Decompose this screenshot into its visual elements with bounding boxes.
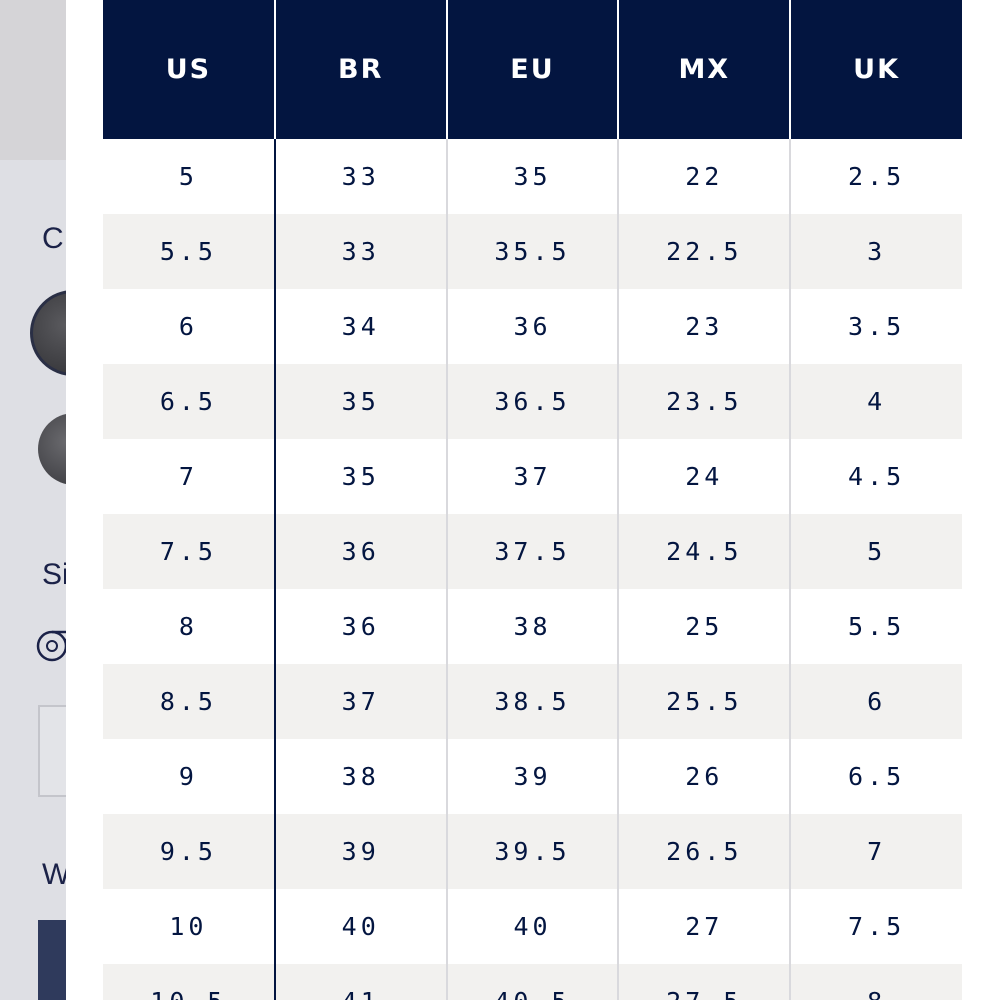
table-cell-eu: 36 xyxy=(446,289,620,364)
table-cell-uk: 4.5 xyxy=(848,462,906,491)
table-cell-eu: 37 xyxy=(446,439,620,514)
table-row: 7 35 37 24 4.5 xyxy=(103,439,962,514)
table-cell-mx: 24 xyxy=(618,439,792,514)
table-cell-us: 7 xyxy=(103,439,276,514)
table-row: 10 40 40 27 7.5 xyxy=(103,889,962,964)
column-header-uk: UK xyxy=(790,0,962,139)
table-cell-br: 40 xyxy=(274,889,448,964)
table-cell-eu: 39 xyxy=(446,739,620,814)
table-row: 8.5 37 38.5 25.5 6 xyxy=(103,664,962,739)
background-color-label: C xyxy=(42,222,64,255)
table-cell-us: 5 xyxy=(103,139,276,214)
table-cell-mx: 22 xyxy=(618,139,792,214)
background-size-label: Si xyxy=(42,558,69,591)
table-row: 10.54140.527.58 xyxy=(103,964,962,1000)
table-cell-mx: 23.5 xyxy=(618,364,792,439)
table-cell-br: 36 xyxy=(274,514,448,589)
table-cell-uk: 2.5 xyxy=(848,162,906,191)
table-cell-us: 10.5 xyxy=(103,964,276,1000)
table-cell-mx: 25.5 xyxy=(618,664,792,739)
table-cell-us: 6 xyxy=(103,289,276,364)
table-cell-us: 6.5 xyxy=(103,364,276,439)
table-cell-uk: 5 xyxy=(790,514,962,589)
table-cell-br: 37 xyxy=(274,664,448,739)
table-cell-uk: 6 xyxy=(790,664,962,739)
table-row: 9.5 39 39.5 26.5 7 xyxy=(103,814,962,889)
table-cell-uk: 8 xyxy=(790,964,962,1000)
table-cell-br: 33 xyxy=(274,214,448,289)
column-header-eu: EU xyxy=(446,0,620,139)
table-row: 5.5 33 35.5 22.5 3 xyxy=(103,214,962,289)
table-cell-br: 39 xyxy=(274,814,448,889)
table-cell-eu: 35.5 xyxy=(446,214,620,289)
column-header-br: BR xyxy=(274,0,448,139)
table-cell-mx: 24.5 xyxy=(618,514,792,589)
table-cell-mx: 22.5 xyxy=(618,214,792,289)
table-row: 6 34 36 23 3.5 xyxy=(103,289,962,364)
table-cell-br: 35 xyxy=(274,364,448,439)
table-cell-mx: 26.5 xyxy=(618,814,792,889)
table-cell-us: 9.5 xyxy=(103,814,276,889)
table-cell-mx: 26 xyxy=(618,739,792,814)
table-cell-uk: 4 xyxy=(790,364,962,439)
table-cell-uk: 3.5 xyxy=(848,312,906,341)
column-header-mx: MX xyxy=(618,0,792,139)
table-row: 8 36 38 25 5.5 xyxy=(103,589,962,664)
table-header-row: US BR EU MX UK xyxy=(103,0,962,139)
table-cell-eu: 39.5 xyxy=(446,814,620,889)
table-cell-uk: 3 xyxy=(790,214,962,289)
table-cell-mx: 27.5 xyxy=(618,964,792,1000)
background-width-label: W xyxy=(42,858,71,891)
table-cell-br: 38 xyxy=(274,739,448,814)
table-cell-eu: 37.5 xyxy=(446,514,620,589)
table-cell-mx: 25 xyxy=(618,589,792,664)
table-cell-us: 5.5 xyxy=(103,214,276,289)
size-conversion-table: US BR EU MX UK 5 33 35 22 2.5 5.5 33 35.5 22.5 3 6… xyxy=(103,0,962,1000)
table-cell-br: 35 xyxy=(274,439,448,514)
size-chart-modal: US BR EU MX UK 5 33 35 22 2.5 5.5 33 35.5 22.5 3 6… xyxy=(66,0,1000,1000)
table-cell-br: 41 xyxy=(274,964,448,1000)
table-cell-uk: 5.5 xyxy=(848,612,906,641)
table-cell-us: 10 xyxy=(103,889,276,964)
table-row: 6.5 35 36.5 23.5 4 xyxy=(103,364,962,439)
table-cell-br: 34 xyxy=(274,289,448,364)
table-body: 5 33 35 22 2.5 5.5 33 35.5 22.5 3 6 34 36 23 3.5 6.5 35 3… xyxy=(103,139,962,1000)
table-cell-us: 8 xyxy=(103,589,276,664)
table-cell-br: 36 xyxy=(274,589,448,664)
table-cell-eu: 38 xyxy=(446,589,620,664)
table-cell-mx: 27 xyxy=(618,889,792,964)
table-cell-eu: 40.5 xyxy=(446,964,620,1000)
table-cell-uk: 6.5 xyxy=(848,762,906,791)
table-cell-us: 7.5 xyxy=(103,514,276,589)
table-cell-br: 33 xyxy=(274,139,448,214)
table-cell-uk: 7 xyxy=(790,814,962,889)
table-row: 9 38 39 26 6.5 xyxy=(103,739,962,814)
table-cell-eu: 36.5 xyxy=(446,364,620,439)
table-cell-uk: 7.5 xyxy=(848,912,906,941)
table-cell-eu: 38.5 xyxy=(446,664,620,739)
table-cell-eu: 35 xyxy=(446,139,620,214)
table-row: 7.5 36 37.5 24.5 5 xyxy=(103,514,962,589)
table-cell-eu: 40 xyxy=(446,889,620,964)
table-cell-us: 8.5 xyxy=(103,664,276,739)
table-row: 5 33 35 22 2.5 xyxy=(103,139,962,214)
table-cell-us: 9 xyxy=(103,739,276,814)
table-cell-mx: 23 xyxy=(618,289,792,364)
column-header-us: US xyxy=(103,0,276,139)
